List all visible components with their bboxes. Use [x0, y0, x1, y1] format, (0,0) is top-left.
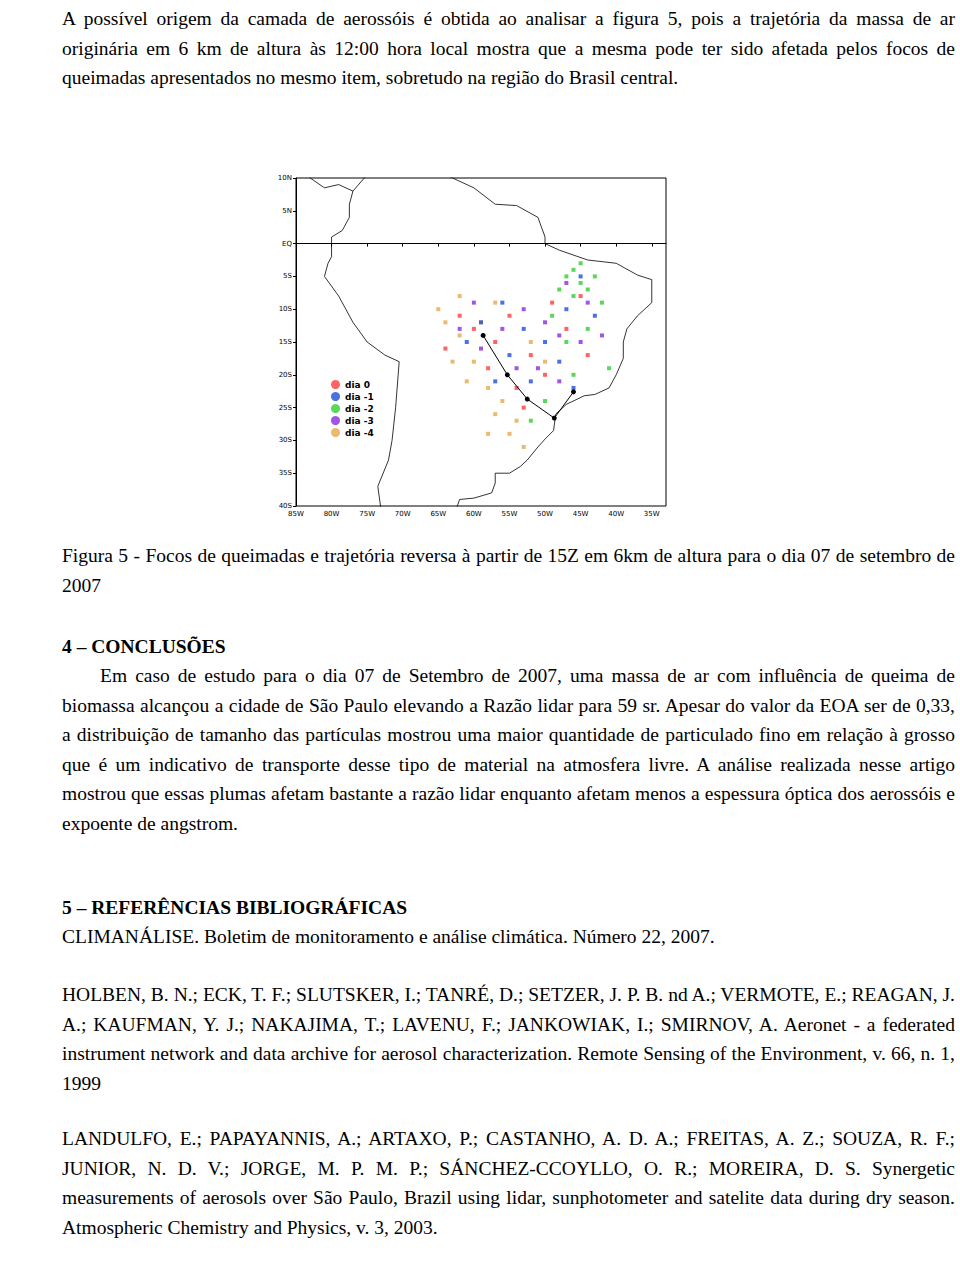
html-text:Em caso de estudo para o dia 0: Em caso de estudo para o dia 07 de Setem…	[62, 665, 955, 834]
svg-text:5N: 5N	[282, 207, 292, 215]
html-text:CLIMANÁLISE. Boletim de monito: CLIMANÁLISE. Boletim de monitoramento e …	[62, 926, 715, 947]
html-text:5 – REFERÊNCIAS BIBLIOGRÁFICAS: 5 – REFERÊNCIAS BIBLIOGRÁFICAS	[62, 897, 408, 918]
svg-text:35W: 35W	[644, 510, 660, 518]
svg-text:10N: 10N	[278, 174, 292, 182]
html-text:HOLBEN, B. N.; ECK, T. F.; SLU: HOLBEN, B. N.; ECK, T. F.; SLUTSKER, I.;…	[62, 984, 955, 1094]
svg-text:15S: 15S	[279, 338, 293, 346]
svg-text:50W: 50W	[537, 510, 553, 518]
html-text:A possível origem da camada de: A possível origem da camada de aerossóis…	[62, 8, 955, 88]
svg-text:dia -2: dia -2	[345, 404, 374, 414]
svg-text:dia -3: dia -3	[345, 416, 374, 426]
html-text:4 – CONCLUSÕES: 4 – CONCLUSÕES	[62, 636, 226, 657]
html-text:LANDULFO, E.; PAPAYANNIS, A.;: LANDULFO, E.; PAPAYANNIS, A.; ARTAXO, P.…	[62, 1128, 955, 1238]
svg-text:dia 0: dia 0	[345, 380, 370, 390]
svg-text:70W: 70W	[395, 510, 411, 518]
svg-text:dia -4: dia -4	[345, 428, 374, 438]
svg-text:75W: 75W	[359, 510, 375, 518]
svg-text:40S: 40S	[278, 502, 292, 510]
svg-text:25S: 25S	[279, 404, 293, 412]
svg-text:60W: 60W	[466, 510, 482, 518]
svg-text:dia -1: dia -1	[345, 392, 374, 402]
html-text:Figura 5 - Focos de queimadas: Figura 5 - Focos de queimadas e trajetór…	[62, 545, 955, 596]
svg-text:35S: 35S	[279, 469, 293, 477]
svg-text:80W: 80W	[324, 510, 340, 518]
svg-text:55W: 55W	[502, 510, 518, 518]
svg-text:10S: 10S	[279, 305, 293, 313]
svg-text:EQ: EQ	[282, 240, 292, 248]
svg-text:45W: 45W	[573, 510, 589, 518]
svg-text:20S: 20S	[279, 371, 293, 379]
svg-text:40W: 40W	[608, 510, 624, 518]
svg-text:65W: 65W	[430, 510, 446, 518]
svg-text:5S: 5S	[283, 272, 292, 280]
svg-text:30S: 30S	[279, 436, 293, 444]
svg-text:85W: 85W	[288, 510, 304, 518]
